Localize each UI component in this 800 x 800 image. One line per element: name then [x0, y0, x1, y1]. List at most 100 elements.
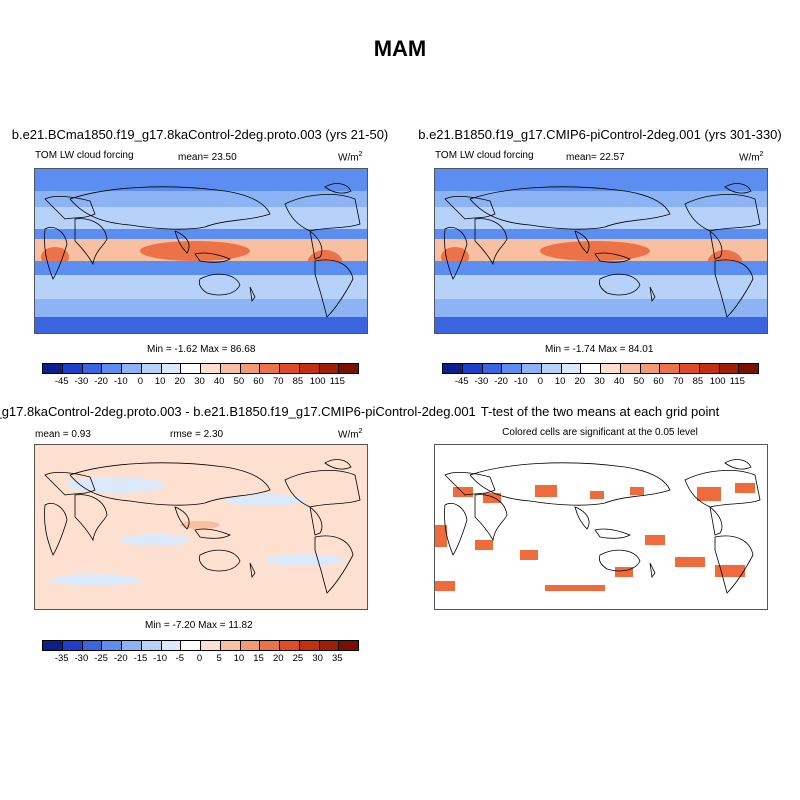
colorbar-tick-label: -45	[54, 376, 69, 387]
colorbar-tick-label: 60	[253, 376, 264, 387]
colorbar-tick-label: 15	[253, 653, 264, 664]
map-coastline	[174, 506, 190, 530]
map-coastline	[714, 259, 754, 318]
colorbar-tick-label: -10	[153, 653, 167, 664]
colorbar-swatch	[319, 364, 340, 373]
rmse-label-bottom-left: rmse = 2.30	[170, 429, 224, 440]
map-significant-cell	[715, 565, 745, 577]
colorbar-swatch	[82, 364, 103, 373]
colorbar-tick-label: 85	[292, 376, 304, 387]
colorbar-tick-label: 115	[329, 376, 345, 387]
colorbar-tick-label: 85	[692, 376, 704, 387]
colorbar-tick-label: -35	[54, 653, 69, 664]
colorbar-swatch	[601, 364, 621, 373]
colorbar-swatch	[102, 364, 122, 373]
colorbar-tick-label: -10	[513, 376, 528, 387]
minmax-top-left: Min = -1.62 Max = 86.68	[147, 344, 256, 355]
map-field-polar-band	[35, 169, 367, 191]
map-significant-cell	[535, 485, 557, 497]
colorbar-swatch	[220, 641, 241, 650]
map-significant-cell	[435, 525, 447, 547]
colorbar-swatch	[660, 364, 680, 373]
colorbar-tick-label: 25	[292, 653, 304, 664]
map-significant-cell	[590, 491, 604, 499]
colorbar-tick-label: -20	[94, 376, 108, 387]
colorbar-swatch	[43, 364, 63, 373]
colorbar-swatch	[181, 364, 201, 373]
colorbar-tick-label: -30	[474, 376, 489, 387]
map-background-field	[435, 445, 767, 609]
colorbar-tick-label: 60	[653, 376, 664, 387]
map-coastline	[194, 252, 231, 263]
map-coastline	[574, 230, 590, 254]
colorbar-swatch	[640, 364, 661, 373]
colorbar-tick-label: 50	[233, 376, 245, 387]
colorbar-tick-label: 10	[554, 376, 566, 387]
map-coastline	[709, 506, 723, 536]
colorbar-swatch	[319, 641, 340, 650]
map-significant-cell	[675, 557, 705, 567]
colorbar-swatch	[443, 364, 463, 373]
colorbar-tick-label: -30	[74, 653, 89, 664]
field-label-top-right: TOM LW cloud forcing	[435, 150, 534, 161]
map-coastline	[249, 562, 256, 579]
colorbar-top-left	[42, 363, 359, 374]
colorbar-swatch	[260, 364, 280, 373]
map-coastline	[324, 183, 352, 194]
colorbar-tick-label: -15	[133, 653, 148, 664]
map-top-right	[434, 168, 768, 334]
map-coastline	[599, 273, 641, 296]
map-coastline	[74, 218, 108, 266]
map-coastline	[474, 218, 508, 266]
colorbar-tick-label: -30	[74, 376, 89, 387]
map-coastline	[44, 227, 68, 280]
colorbar-tick-label: -20	[494, 376, 508, 387]
colorbar-swatch	[299, 364, 320, 373]
map-coastline	[44, 471, 96, 496]
map-coastline	[444, 195, 496, 220]
map-bottom-left	[34, 444, 368, 610]
map-top-left	[34, 168, 368, 334]
units-label-top-left: W/m2	[338, 151, 363, 164]
colorbar-ticks-bottom-left: -35 -30 -25 -20 -15 -10 -5 0 5 10 15 20 25 30 35	[42, 653, 359, 665]
colorbar-swatch	[260, 641, 280, 650]
colorbar-swatch	[280, 641, 300, 650]
minmax-top-right: Min = -1.74 Max = 84.01	[545, 344, 654, 355]
colorbar-tick-label: 10	[154, 376, 166, 387]
colorbar-swatch	[201, 364, 221, 373]
map-significant-cell	[520, 550, 538, 560]
map-field-blue-patch	[50, 574, 140, 586]
colorbar-swatch	[122, 364, 142, 373]
map-coastline	[724, 459, 752, 470]
map-significant-cell	[630, 487, 644, 495]
map-coastline	[649, 562, 656, 579]
colorbar-tick-label: -5	[175, 653, 185, 664]
minmax-bottom-left: Min = -7.20 Max = 11.82	[145, 620, 253, 631]
colorbar-tick-label: 100	[309, 376, 326, 387]
map-coastline	[284, 470, 361, 508]
map-coastline	[684, 194, 761, 232]
colorbar-tick-label: -25	[94, 653, 108, 664]
map-field-south-subtropic	[435, 261, 767, 275]
map-field-south-subtropic	[35, 261, 367, 275]
map-coastline	[444, 503, 468, 556]
colorbar-swatch	[62, 364, 83, 373]
colorbar-swatch	[181, 641, 201, 650]
colorbar-swatch	[339, 364, 358, 373]
map-coastline	[309, 230, 323, 260]
colorbar-tick-label: 30	[594, 376, 605, 387]
colorbar-swatch	[161, 641, 182, 650]
map-field-warm-pool	[540, 241, 650, 261]
panel-subtitle-bottom-right: Colored cells are significant at the 0.0…	[502, 427, 698, 438]
colorbar-swatch	[620, 364, 641, 373]
colorbar-swatch	[502, 364, 522, 373]
map-field-antarctic	[435, 317, 767, 333]
map-coastline	[324, 459, 352, 470]
map-coastline	[284, 194, 361, 232]
map-coastline	[469, 186, 671, 230]
colorbar-swatch	[339, 641, 358, 650]
map-coastline	[194, 528, 231, 539]
map-coastline	[594, 252, 631, 263]
colorbar-swatch	[43, 641, 63, 650]
colorbar-tick-label: 30	[194, 376, 205, 387]
